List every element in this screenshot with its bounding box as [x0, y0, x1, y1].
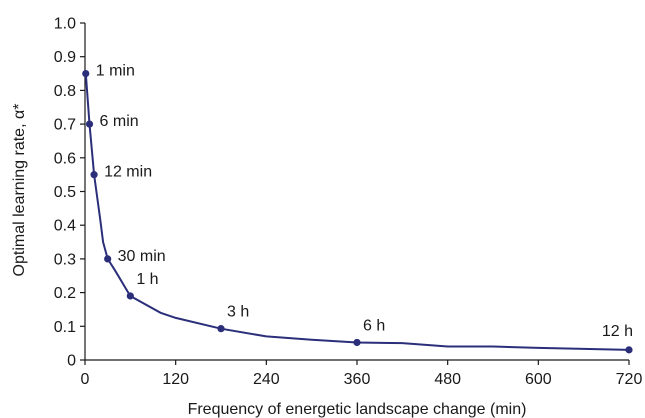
x-tick-label: 120 [162, 371, 189, 388]
data-point [217, 325, 225, 333]
data-point [90, 171, 98, 179]
x-tick-label: 720 [616, 371, 643, 388]
y-tick-label: 0.7 [54, 117, 76, 134]
chart-axes [84, 23, 629, 361]
point-label: 30 min [118, 248, 166, 265]
y-axis-ticks: 0 0.1 0.2 0.3 0.4 0.5 0.6 0.7 0.8 0.9 1.0 [54, 16, 85, 370]
x-tick-label: 600 [525, 371, 552, 388]
x-axis-title: Frequency of energetic landscape change … [188, 401, 527, 418]
y-tick-label: 0.8 [54, 83, 76, 100]
data-point [104, 255, 112, 263]
y-tick-label: 0.3 [54, 251, 76, 268]
y-tick-label: 0 [67, 353, 76, 370]
x-tick-label: 0 [81, 371, 90, 388]
data-point [85, 120, 94, 128]
point-label: 1 min [96, 63, 135, 80]
point-label: 1 h [136, 271, 158, 288]
y-tick-label: 0.9 [54, 49, 76, 66]
x-tick-label: 360 [344, 371, 371, 388]
point-label: 12 h [602, 323, 633, 340]
y-tick-label: 0.5 [54, 184, 76, 201]
x-tick-label: 480 [434, 371, 461, 388]
x-axis-ticks: 0 120 240 360 480 600 720 [81, 360, 643, 388]
point-label: 6 min [100, 113, 139, 130]
y-tick-label: 0.4 [54, 218, 76, 235]
y-tick-label: 0.6 [54, 150, 76, 167]
data-point [82, 69, 90, 78]
series-points [82, 69, 633, 354]
y-tick-label: 1.0 [54, 16, 76, 33]
y-tick-label: 0.2 [54, 285, 76, 302]
data-point [625, 346, 633, 354]
data-point [353, 338, 361, 347]
point-labels: 1 min 6 min 12 min 30 min 1 h 3 h 6 h 12 h [96, 63, 633, 340]
series-line [84, 73, 630, 351]
data-point [126, 292, 134, 300]
point-label: 12 min [104, 164, 152, 181]
point-label: 6 h [363, 317, 385, 334]
point-label: 3 h [227, 304, 249, 321]
y-tick-label: 0.1 [54, 319, 76, 336]
x-tick-label: 240 [253, 371, 280, 388]
y-axis-title: Optimal learning rate, α* [11, 104, 28, 277]
